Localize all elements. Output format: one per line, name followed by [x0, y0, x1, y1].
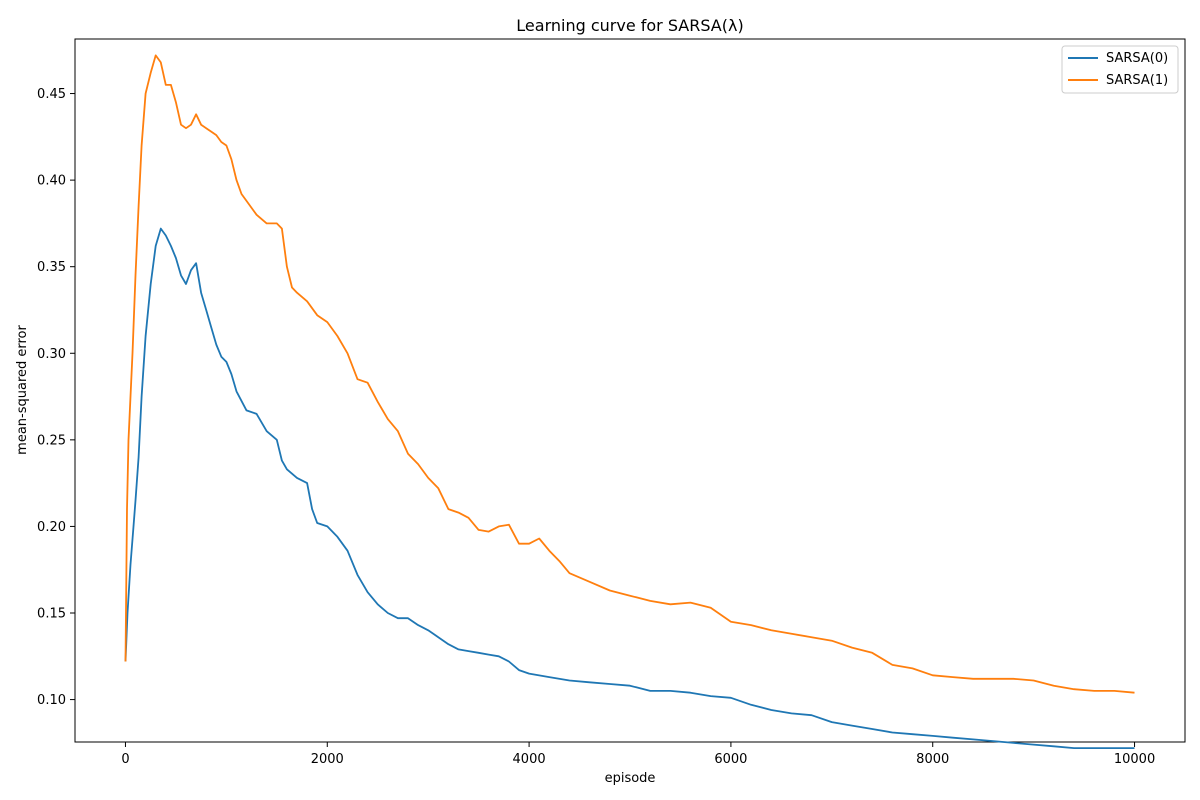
y-tick-label: 0.30: [37, 347, 66, 362]
series-line-sarsa-0: [124, 227, 1135, 749]
series-layer: [124, 54, 1135, 749]
x-tick-label: 4000: [513, 752, 546, 767]
y-axis-ticks: 0.10 0.15 0.20 0.25 0.30 0.35 0.40 0.45: [37, 87, 75, 708]
legend: SARSA(0) SARSA(1): [1061, 45, 1179, 94]
y-tick-label: 0.35: [37, 260, 66, 275]
plot-frame: [74, 38, 1186, 743]
series-line-sarsa-1: [124, 54, 1135, 694]
x-tick-label: 10000: [1114, 752, 1155, 767]
x-axis-label: episode: [605, 771, 656, 786]
chart-title: Learning curve for SARSA(λ): [516, 16, 743, 35]
legend-label-sarsa-0: SARSA(0): [1106, 51, 1168, 66]
y-tick-label: 0.40: [37, 174, 66, 189]
x-axis-ticks: 0 2000 4000 6000 8000 10000: [121, 742, 1155, 767]
x-tick-label: 8000: [916, 752, 949, 767]
legend-label-sarsa-1: SARSA(1): [1106, 73, 1168, 88]
y-axis-label: mean-squared error: [15, 324, 30, 454]
y-tick-label: 0.20: [37, 520, 66, 535]
y-tick-label: 0.15: [37, 607, 66, 622]
plot-area: 0 2000 4000 6000 8000 10000 0.100.150.200.250…: [37, 38, 1186, 767]
x-tick-label: 6000: [714, 752, 747, 767]
y-tick-label: 0.10: [37, 693, 66, 708]
x-tick-label: 2000: [311, 752, 344, 767]
x-tick-label: 0: [121, 752, 129, 767]
y-tick-label: 0.45: [37, 87, 66, 102]
y-tick-label: 0.25: [37, 433, 66, 448]
